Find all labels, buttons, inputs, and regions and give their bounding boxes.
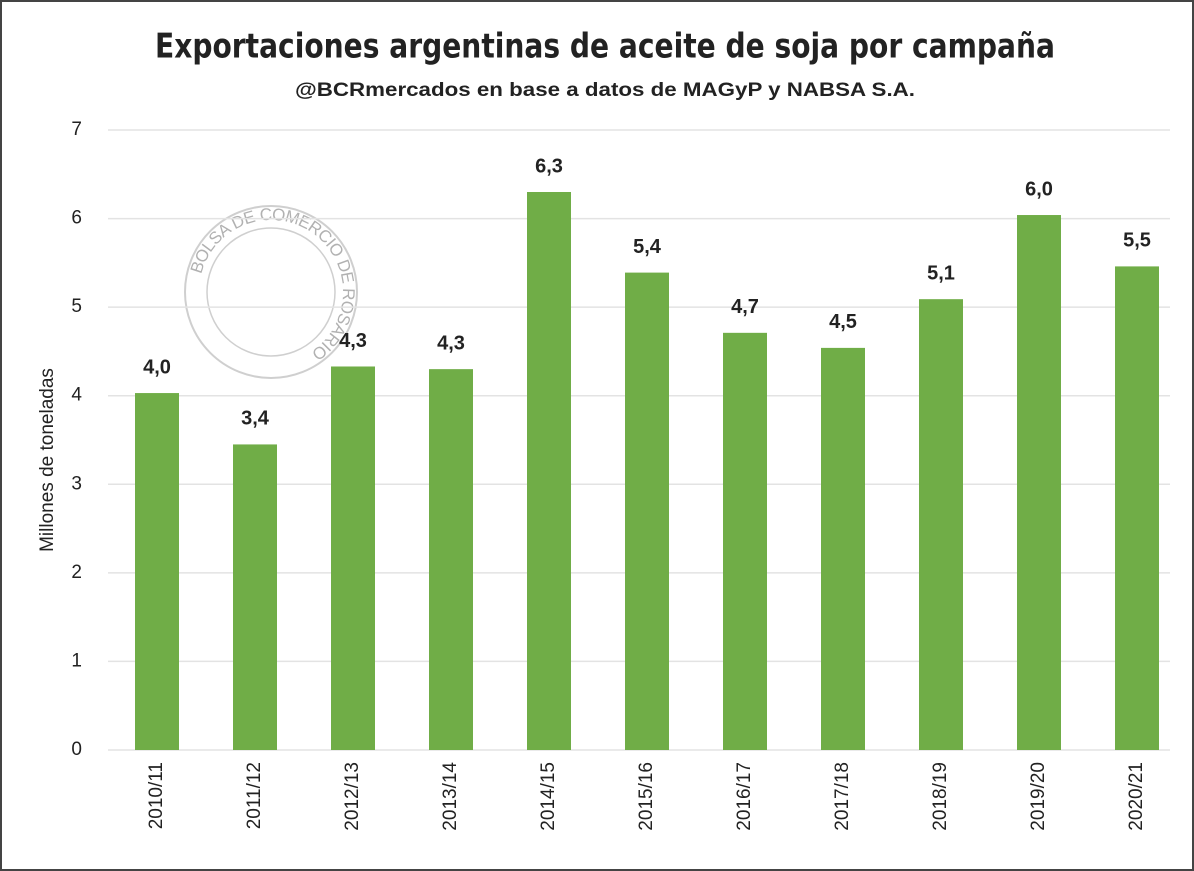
bar (1017, 215, 1061, 750)
data-label: 5,5 (1123, 230, 1151, 252)
x-tick-label: 2016/17 (734, 762, 755, 831)
watermark: BOLSA DE COMERCIO DE ROSARIO (184, 205, 358, 379)
watermark-ring (206, 227, 336, 357)
x-tick-label: 2010/11 (146, 762, 167, 829)
data-label: 4,7 (731, 296, 759, 318)
data-label: 3,4 (241, 408, 270, 430)
bar (1115, 266, 1159, 750)
watermark-ring (184, 205, 358, 379)
chart-title: Exportaciones argentinas de aceite de so… (155, 27, 1055, 67)
x-tick-label: 2018/19 (930, 762, 951, 831)
y-axis-label: Millones de toneladas (37, 368, 58, 552)
y-tick-label: 0 (71, 739, 82, 760)
bar (135, 393, 179, 750)
bar (919, 299, 963, 750)
y-tick-label: 4 (71, 385, 82, 406)
x-tick-label: 2013/14 (440, 762, 461, 831)
y-tick-label: 2 (71, 562, 82, 583)
bar (527, 192, 571, 750)
x-tick-label: 2015/16 (636, 762, 657, 831)
x-tick-label: 2017/18 (832, 762, 853, 831)
data-label: 5,1 (927, 262, 955, 284)
bar (331, 366, 375, 750)
watermark-text: BOLSA DE COMERCIO DE ROSARIO (187, 205, 357, 364)
y-tick-label: 1 (71, 650, 82, 671)
data-label: 4,3 (339, 330, 367, 352)
y-tick-label: 6 (71, 208, 82, 229)
data-label: 4,3 (437, 332, 465, 354)
bar (821, 347, 865, 750)
data-label: 6,3 (535, 155, 563, 177)
data-label: 4,5 (829, 311, 857, 333)
x-tick-label: 2012/13 (342, 762, 363, 831)
watermark-path: BOLSA DE COMERCIO DE ROSARIO (187, 205, 357, 364)
y-tick-label: 5 (71, 296, 82, 317)
x-tick-label: 2014/15 (538, 762, 559, 831)
x-tick-label: 2020/21 (1126, 762, 1147, 831)
bar (233, 444, 277, 750)
data-label: 6,0 (1025, 178, 1053, 200)
bar (723, 332, 767, 750)
chart-subtitle: @BCRmercados en base a datos de MAGyP y … (295, 80, 915, 101)
bar (429, 369, 473, 750)
x-tick-label: 2011/12 (244, 762, 265, 829)
bar (625, 272, 669, 750)
data-label: 5,4 (633, 236, 662, 258)
x-tick-label: 2019/20 (1028, 762, 1049, 831)
data-label: 4,0 (143, 356, 171, 378)
y-tick-label: 3 (71, 473, 82, 494)
y-tick-label: 7 (71, 119, 82, 140)
